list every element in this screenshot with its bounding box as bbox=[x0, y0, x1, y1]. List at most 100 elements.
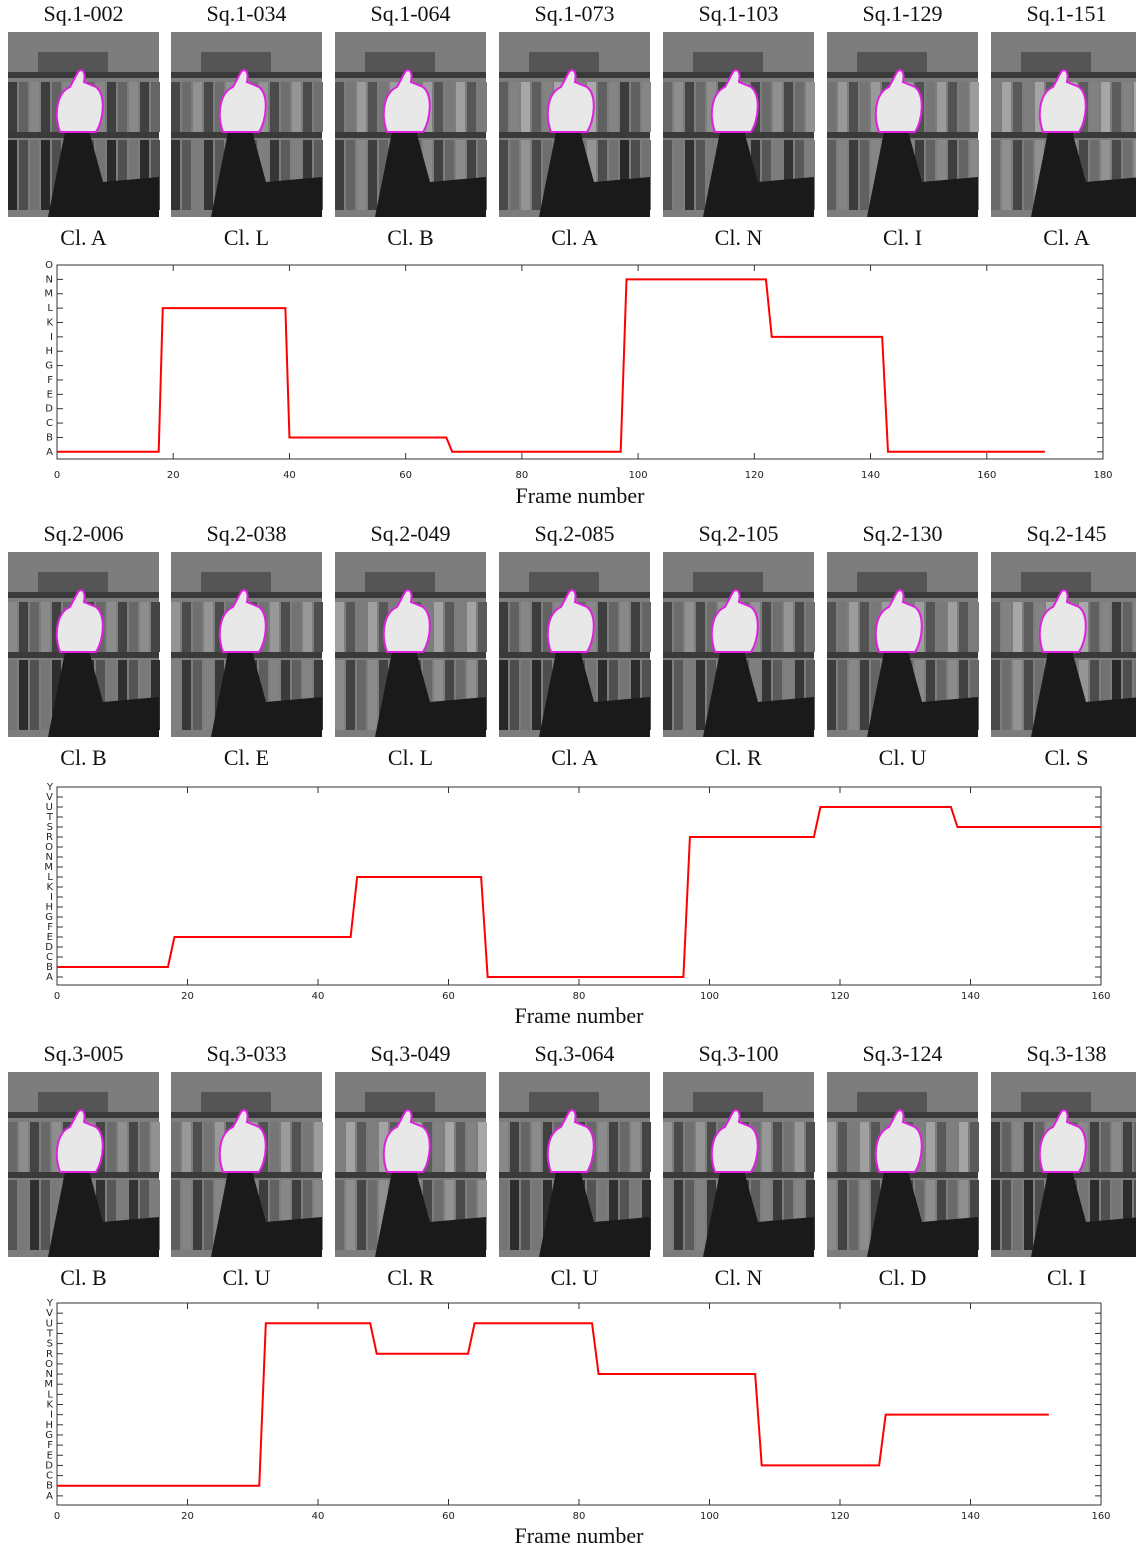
book bbox=[456, 1122, 465, 1172]
book bbox=[357, 82, 366, 132]
book bbox=[991, 140, 1000, 210]
book bbox=[171, 82, 180, 132]
book bbox=[991, 1180, 1000, 1250]
x-axis-label: Frame number bbox=[515, 1003, 645, 1028]
book bbox=[620, 82, 629, 132]
photo bbox=[991, 1072, 1136, 1257]
book bbox=[631, 602, 640, 652]
x-tick-label: 20 bbox=[181, 991, 194, 1002]
book bbox=[204, 82, 213, 132]
y-tick-label: H bbox=[45, 902, 53, 913]
book bbox=[118, 660, 127, 730]
book bbox=[467, 140, 476, 210]
arm bbox=[1031, 127, 1136, 217]
x-tick-label: 120 bbox=[830, 991, 849, 1002]
book bbox=[937, 1180, 946, 1250]
frame-label: Sq.3-124 bbox=[862, 1041, 942, 1066]
book bbox=[204, 140, 213, 210]
book bbox=[478, 1180, 487, 1250]
book bbox=[41, 660, 50, 730]
book bbox=[674, 1122, 683, 1172]
book bbox=[456, 660, 465, 730]
book bbox=[762, 1180, 771, 1250]
y-tick-label: E bbox=[47, 932, 53, 943]
book bbox=[510, 1122, 519, 1172]
frame-label: Sq.1-073 bbox=[534, 1, 614, 26]
book bbox=[598, 1122, 607, 1172]
book bbox=[620, 140, 629, 210]
hand bbox=[546, 589, 595, 653]
book bbox=[456, 1180, 465, 1250]
book bbox=[1090, 1122, 1099, 1172]
arm bbox=[867, 647, 978, 737]
book bbox=[838, 140, 847, 210]
hand bbox=[382, 1109, 431, 1173]
book bbox=[663, 602, 672, 652]
book bbox=[368, 1122, 377, 1172]
book bbox=[335, 140, 344, 210]
book bbox=[948, 82, 957, 132]
book bbox=[1024, 1122, 1033, 1172]
book bbox=[685, 82, 694, 132]
book-stack bbox=[1021, 572, 1091, 592]
book-stack bbox=[693, 1092, 763, 1112]
book bbox=[948, 1180, 957, 1250]
book bbox=[521, 140, 530, 210]
book bbox=[970, 82, 979, 132]
book bbox=[1002, 660, 1011, 730]
book bbox=[1090, 1180, 1099, 1250]
book bbox=[1013, 140, 1022, 210]
book bbox=[445, 602, 454, 652]
y-tick-label: E bbox=[47, 389, 53, 400]
book bbox=[478, 660, 487, 730]
book bbox=[827, 660, 836, 730]
hand bbox=[1038, 589, 1087, 653]
book-stack bbox=[365, 1092, 435, 1112]
book bbox=[1134, 140, 1136, 210]
book bbox=[970, 660, 979, 730]
class-label: Cl. B bbox=[60, 1265, 106, 1290]
photo bbox=[171, 1072, 323, 1257]
hand bbox=[874, 1109, 923, 1173]
book bbox=[8, 1180, 17, 1250]
y-tick-label: M bbox=[44, 862, 53, 873]
book bbox=[151, 1180, 160, 1250]
book bbox=[510, 140, 519, 210]
book bbox=[620, 602, 629, 652]
y-tick-label: D bbox=[45, 404, 53, 415]
y-tick-label: H bbox=[45, 1420, 53, 1431]
book bbox=[959, 82, 968, 132]
book bbox=[1123, 82, 1132, 132]
book bbox=[1090, 82, 1099, 132]
book bbox=[970, 1180, 979, 1250]
photo bbox=[499, 552, 651, 737]
book bbox=[1123, 660, 1132, 730]
book bbox=[456, 140, 465, 210]
hand bbox=[55, 1109, 104, 1173]
book bbox=[182, 602, 191, 652]
book-stack bbox=[857, 52, 927, 72]
book-stack bbox=[529, 572, 599, 592]
book bbox=[8, 660, 17, 730]
book bbox=[849, 1122, 858, 1172]
book bbox=[281, 1180, 290, 1250]
book bbox=[642, 602, 651, 652]
book bbox=[129, 660, 138, 730]
book bbox=[849, 602, 858, 652]
book bbox=[140, 602, 149, 652]
y-tick-label: G bbox=[45, 361, 53, 372]
book bbox=[795, 1122, 804, 1172]
book bbox=[1112, 82, 1121, 132]
book bbox=[314, 602, 323, 652]
book bbox=[467, 1122, 476, 1172]
book bbox=[696, 602, 705, 652]
book bbox=[118, 140, 127, 210]
book bbox=[1101, 82, 1110, 132]
class-label: Cl. R bbox=[387, 1265, 434, 1290]
y-tick-label: N bbox=[46, 1369, 53, 1380]
book bbox=[346, 1180, 355, 1250]
book bbox=[674, 660, 683, 730]
book bbox=[598, 1180, 607, 1250]
book bbox=[860, 1122, 869, 1172]
book bbox=[663, 1180, 672, 1250]
